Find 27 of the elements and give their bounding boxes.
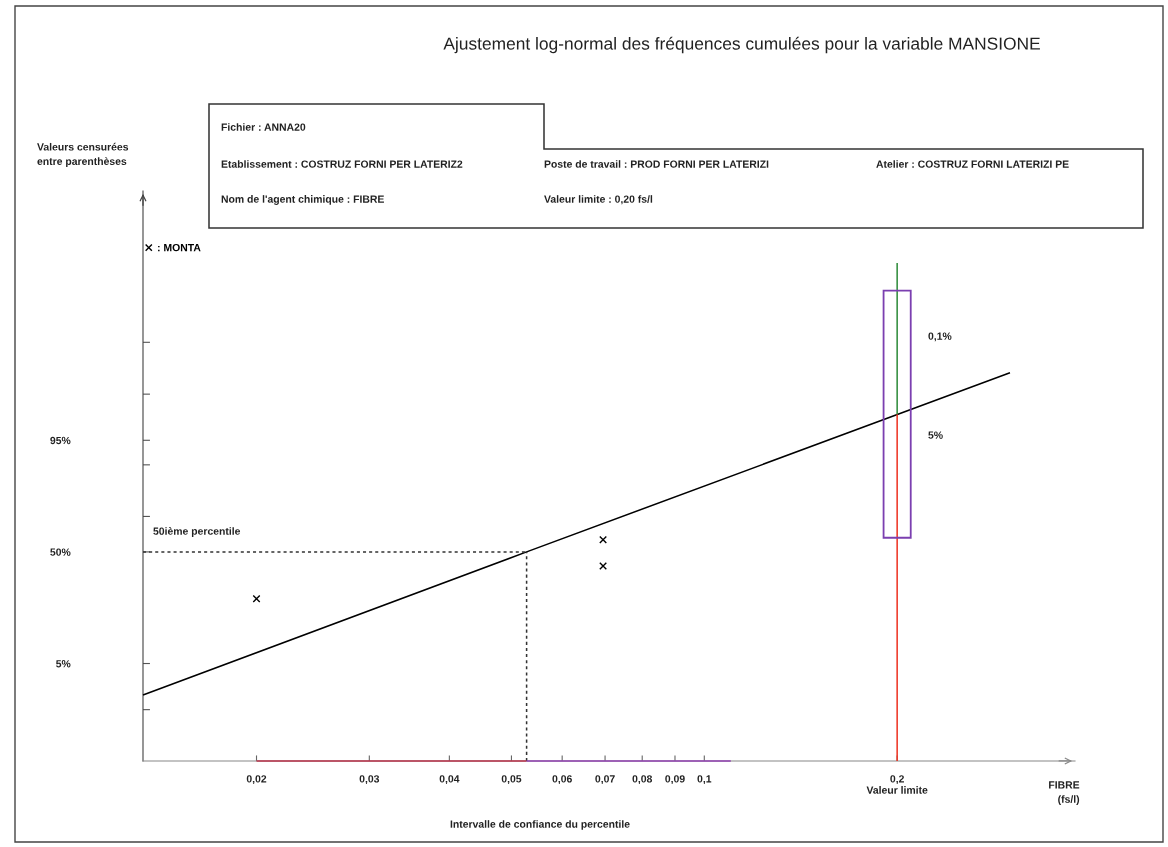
chart-title: Ajustement log-normal des fréquences cumulées pour la variable MANSIONE [443,36,1040,54]
x-tick-label: 0,06 [552,775,572,785]
text: Atelier : COSTRUZ FORNI LATERIZI PE [876,160,1069,168]
text: Poste de travail : PROD FORNI PER LATERIZI [544,160,769,168]
x-tick-label: 0,1 [697,775,712,785]
text: Intervalle de confiance du percentile [450,820,630,830]
x-tick-label: 0,09 [665,775,685,785]
annotation: 5% [928,431,943,439]
x-tick-label: 0,04 [439,775,460,785]
text: Valeurs censurées entre parenthèses [37,142,129,168]
text: Fichier : ANNA20 [221,123,306,131]
y-tick-label: 5% [56,660,71,668]
x-tick-label: 0,03 [359,775,380,785]
x-axis-title: FIBRE (fs/l) [1049,781,1080,805]
annotation: 0,1% [928,332,952,342]
text: Etablissement : COSTRUZ FORNI PER LATERIZ2 [221,160,463,168]
y-tick-label: 50% [50,548,71,556]
x-tick-label: 0,02 [246,775,267,785]
annotation: Nom de l'agent chimique : FIBRE [221,195,384,205]
x-tick-label: 0,07 [595,775,615,785]
x-tick-label: 0,2 Valeur limite [866,775,928,794]
y-tick-label: 95% [50,436,71,445]
legend-label: : MONTA [158,243,201,252]
x-tick-label: 0,08 [632,775,653,785]
x-tick-label: 0,05 [501,775,522,785]
annotation: Valeur limite : 0,20 fs/l [544,195,653,205]
annotation: 50ième percentile [153,527,241,537]
